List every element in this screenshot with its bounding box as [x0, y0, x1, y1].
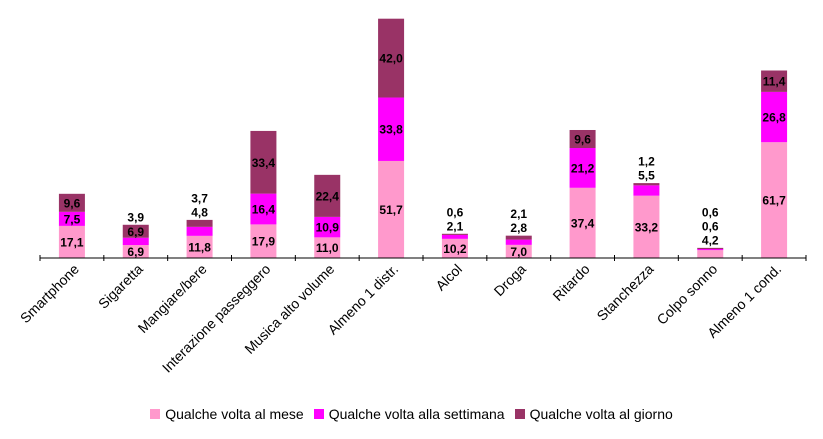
category-label-stanchezza: Stanchezza — [593, 261, 656, 324]
bar-almeno-1-cond-month — [761, 142, 788, 258]
data-label: 33,8 — [379, 123, 403, 137]
bar-stanchezza-week — [633, 185, 660, 196]
legend-label-week: Qualche volta alla settimana — [328, 406, 505, 422]
data-label: 2,8 — [510, 221, 527, 235]
bar-smartphone-day — [58, 193, 85, 212]
data-label: 33,4 — [252, 156, 276, 170]
legend-label-month: Qualche volta al mese — [165, 406, 304, 422]
data-label: 10,2 — [443, 242, 467, 256]
data-label: 33,2 — [635, 220, 659, 234]
legend-swatch-day — [514, 409, 525, 419]
data-label: 0,6 — [447, 205, 464, 219]
legend-label-day: Qualche volta al giorno — [529, 406, 673, 422]
data-label: 26,8 — [762, 111, 786, 125]
data-label: 17,9 — [252, 235, 276, 249]
data-label: 22,4 — [316, 189, 340, 203]
data-label: 17,1 — [60, 235, 84, 249]
data-label: 9,6 — [574, 133, 591, 147]
data-label: 7,5 — [64, 212, 81, 226]
data-label: 42,0 — [379, 52, 403, 66]
category-label-smartphone: Smartphone — [17, 261, 82, 326]
data-label: 11,8 — [188, 240, 211, 254]
data-label: 6,9 — [127, 245, 144, 259]
data-label: 3,7 — [191, 191, 208, 205]
bar-ritardo-day — [569, 129, 596, 149]
data-label: 10,9 — [316, 221, 340, 235]
data-label: 11,0 — [316, 241, 339, 255]
bar-musica-alto-volume-week — [314, 216, 341, 238]
bar-smartphone-month — [58, 225, 85, 258]
bar-stanchezza-day — [633, 183, 660, 186]
data-label: 21,2 — [571, 161, 595, 175]
data-label: 11,4 — [763, 75, 786, 89]
category-label-droga: Droga — [491, 261, 529, 299]
bar-musica-alto-volume-month — [314, 237, 341, 258]
legend-item-month: Qualche volta al mese — [150, 406, 304, 422]
bar-almeno-1-distr-week — [378, 97, 405, 161]
legend-item-week: Qualche volta alla settimana — [313, 406, 505, 422]
bar-sigaretta-day — [122, 224, 149, 238]
legend-item-day: Qualche volta al giorno — [514, 406, 673, 422]
data-label: 3,9 — [127, 210, 144, 224]
bar-alcol-week — [441, 234, 468, 239]
bar-almeno-1-cond-week — [761, 91, 788, 143]
bar-almeno-1-cond-day — [761, 70, 788, 92]
bar-interazione-passeggero-day — [250, 130, 277, 194]
bar-mangiare-bere-week — [186, 226, 213, 236]
data-label: 2,1 — [447, 219, 464, 233]
bar-interazione-passeggero-month — [250, 224, 277, 258]
data-label: 9,6 — [64, 196, 81, 210]
data-label: 16,4 — [252, 203, 276, 217]
bar-sigaretta-month — [122, 245, 149, 258]
legend-swatch-week — [313, 409, 324, 419]
category-label-colpo-sonno: Colpo sonno — [653, 261, 720, 328]
bar-ritardo-week — [569, 148, 596, 188]
bar-interazione-passeggero-week — [250, 193, 277, 225]
category-label-alcol: Alcol — [432, 261, 465, 294]
category-label-ritardo: Ritardo — [549, 261, 592, 304]
bar-colpo-sonno-day — [697, 247, 724, 249]
bar-mangiare-bere-day — [186, 219, 213, 227]
data-label: 7,0 — [510, 245, 527, 259]
data-label: 6,9 — [127, 225, 144, 239]
bar-almeno-1-distr-month — [378, 160, 405, 258]
bar-smartphone-week — [58, 211, 85, 226]
bar-alcol-day — [441, 233, 468, 235]
bar-droga-week — [505, 239, 532, 245]
data-label: 1,2 — [638, 155, 655, 169]
bars-layer — [58, 18, 788, 258]
category-labels: Smartphone SigarettaMangiare/bereInterazi… — [17, 261, 784, 376]
data-label: 51,7 — [379, 203, 403, 217]
bar-stanchezza-month — [633, 195, 660, 258]
bar-colpo-sonno-week — [697, 248, 724, 251]
x-axis-ticks — [39, 255, 807, 261]
bar-musica-alto-volume-day — [314, 174, 341, 217]
legend: Qualche volta al mese Qualche volta alla… — [0, 406, 823, 422]
data-label: 2,1 — [510, 207, 527, 221]
category-label-interazione-passeggero: Interazione passeggero — [159, 261, 274, 376]
bar-almeno-1-distr-day — [378, 18, 405, 98]
data-label: 4,8 — [191, 205, 208, 219]
bar-droga-month — [505, 244, 532, 258]
data-label: 5,5 — [638, 169, 655, 183]
data-label: 0,6 — [702, 205, 719, 219]
bar-mangiare-bere-month — [186, 235, 213, 258]
bar-droga-day — [505, 235, 532, 240]
bar-ritardo-month — [569, 187, 596, 258]
bar-alcol-month — [441, 238, 468, 258]
legend-swatch-month — [150, 409, 161, 419]
data-label: 4,2 — [702, 233, 719, 247]
data-label: 61,7 — [762, 194, 786, 208]
category-label-sigaretta: Sigaretta — [95, 261, 146, 312]
bar-sigaretta-week — [122, 237, 149, 246]
data-label: 0,6 — [702, 219, 719, 233]
data-label: 37,4 — [571, 216, 595, 230]
data-labels: 17,17,59,66,96,93,911,84,83,717,916,433,… — [60, 52, 786, 259]
bar-colpo-sonno-month — [697, 250, 724, 258]
